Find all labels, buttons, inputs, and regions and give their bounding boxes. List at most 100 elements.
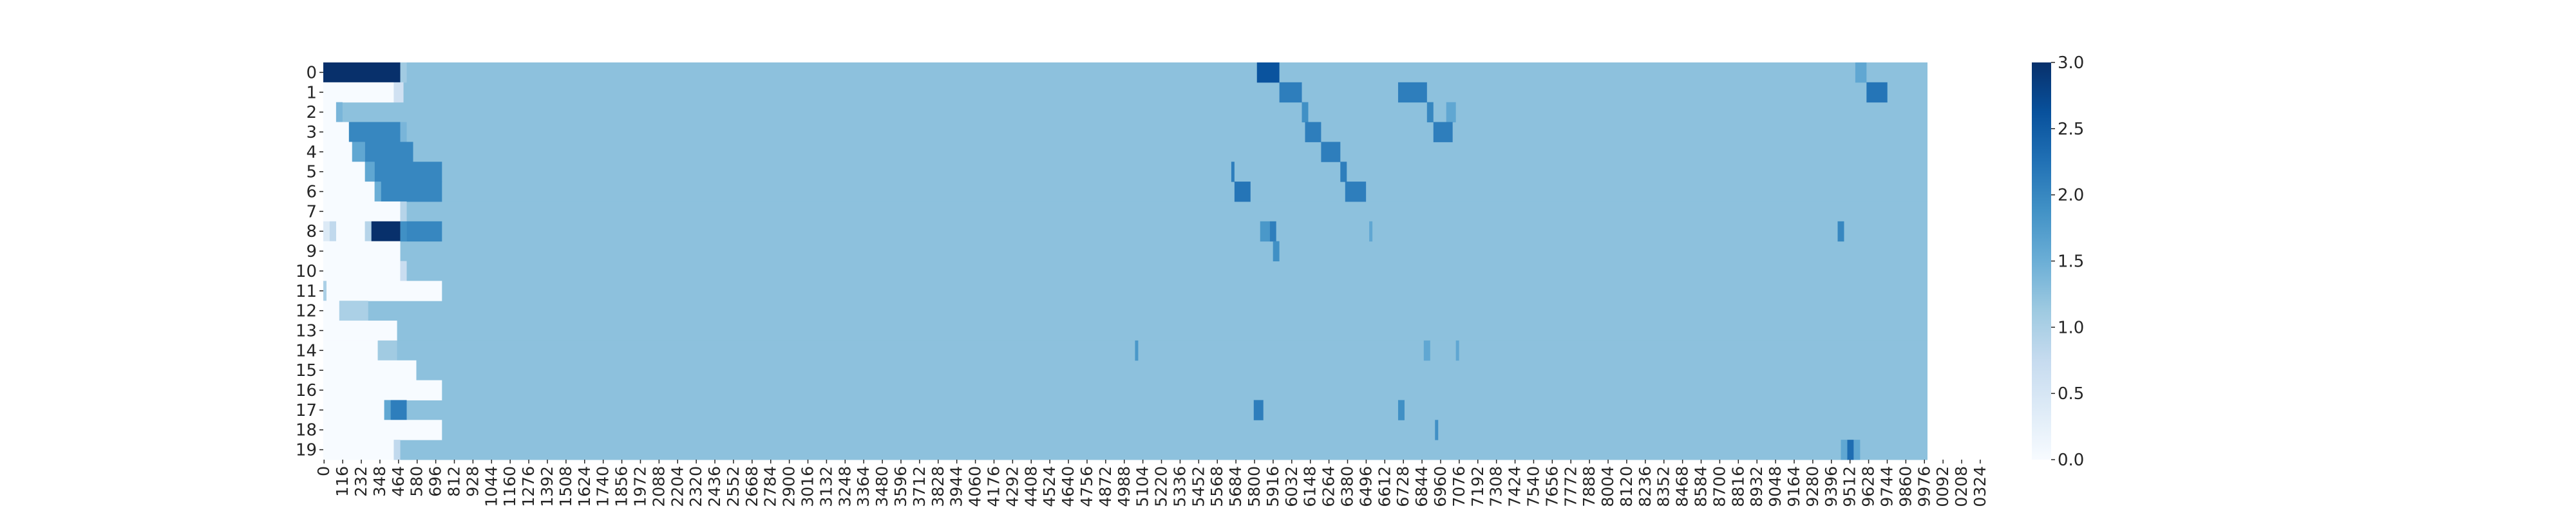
heatmap-row-1 (323, 82, 1927, 103)
x-tick-label: 7424 (1506, 466, 1524, 507)
x-tick-label: 1044 (482, 466, 500, 507)
y-tick-label: 16 (296, 381, 317, 400)
heatmap-grid (323, 62, 1927, 460)
heatmap-cell (1279, 82, 1302, 103)
heatmap-cell (1340, 162, 1347, 182)
y-tick-label: 19 (296, 441, 317, 460)
x-tick-label: 6960 (1431, 466, 1450, 507)
x-tick-label: 1160 (500, 466, 519, 507)
heatmap-cell (323, 440, 394, 460)
heatmap-cell (323, 142, 352, 162)
heatmap-cell (377, 340, 397, 361)
x-tick-label: 4872 (1096, 466, 1115, 507)
x-tick-label: 5800 (1245, 466, 1264, 507)
x-tick-label: 8236 (1636, 466, 1654, 507)
y-tick-label: 1 (306, 83, 317, 102)
y-tick-label: 15 (296, 361, 317, 380)
heatmap-cell (390, 400, 407, 420)
heatmap-cell (323, 400, 384, 420)
x-tick-label: 0208 (1952, 466, 1971, 507)
heatmap-cell (1231, 162, 1235, 182)
y-tick-label: 14 (296, 341, 317, 360)
heatmap-cell (400, 261, 407, 281)
heatmap-cell (329, 221, 336, 242)
heatmap-row-17 (323, 400, 1927, 420)
heatmap-cell (1446, 102, 1456, 123)
x-tick-label: 4756 (1077, 466, 1096, 507)
heatmap-cell (400, 62, 407, 83)
x-tick-label: 8468 (1673, 466, 1692, 507)
x-tick-label: 8584 (1692, 466, 1710, 507)
colorbar-tick-label: 2.5 (2058, 120, 2084, 139)
x-tick-label: 4988 (1115, 466, 1133, 507)
heatmap-cell (1433, 122, 1453, 142)
y-tick-label: 4 (306, 143, 317, 162)
heatmap-cell (1302, 102, 1309, 123)
heatmap-cell (384, 400, 391, 420)
heatmap-cell (400, 122, 407, 142)
x-tick-label: 3712 (910, 466, 929, 507)
heatmap-cell (1345, 182, 1367, 202)
heatmap-cell (323, 62, 401, 83)
x-tick-label: 9164 (1785, 466, 1803, 507)
heatmap-cell (323, 261, 401, 281)
x-tick-label: 3364 (854, 466, 873, 507)
y-tick-label: 6 (306, 183, 317, 202)
x-tick-label: 7540 (1524, 466, 1542, 507)
x-tick-label: 2552 (724, 466, 743, 507)
colorbar-tick-label: 1.0 (2058, 318, 2084, 337)
x-tick-label: 7772 (1561, 466, 1580, 507)
heatmap-cell (374, 162, 442, 182)
heatmap-cell (1260, 221, 1270, 242)
heatmap-row-10 (323, 261, 1927, 281)
x-tick-label: 3596 (891, 466, 910, 507)
x-tick-label: 348 (370, 466, 389, 497)
x-tick-label: 2784 (761, 466, 780, 507)
heatmap-cell (1866, 82, 1888, 103)
heatmap-cell (393, 440, 401, 460)
colorbar-tick-label: 0.0 (2058, 451, 2084, 470)
heatmap-cell (1397, 82, 1427, 103)
y-tick-label: 0 (306, 63, 317, 82)
heatmap-row-19 (323, 440, 1927, 460)
y-tick-label: 5 (306, 163, 317, 182)
x-tick-label: 5104 (1133, 466, 1152, 507)
x-tick-label: 580 (408, 466, 426, 497)
heatmap-cell (406, 221, 442, 242)
heatmap-cell (1435, 420, 1439, 440)
x-tick-label: 6380 (1338, 466, 1357, 507)
heatmap-cell (323, 182, 375, 202)
x-tick-label: 5568 (1208, 466, 1226, 507)
x-tick-label: 9512 (1841, 466, 1859, 507)
heatmap-cell (374, 182, 381, 202)
heatmap-cell (323, 360, 417, 381)
x-tick-label: 2088 (649, 466, 668, 507)
y-tick-label: 7 (306, 202, 317, 221)
x-tick-label: 812 (445, 466, 464, 497)
heatmap-cell (323, 82, 394, 103)
heatmap-cell (1305, 122, 1321, 142)
x-tick-label: 6264 (1320, 466, 1338, 507)
heatmap-cell (1135, 340, 1139, 361)
colorbar (2032, 62, 2051, 460)
x-tick-label: 8932 (1747, 466, 1766, 507)
x-tick-label: 3132 (817, 466, 835, 507)
heatmap-row-6 (323, 182, 1927, 202)
x-tick-label: 3828 (929, 466, 947, 507)
x-tick-label: 5916 (1264, 466, 1282, 507)
x-tick-label: 3248 (835, 466, 854, 507)
heatmap-cell (323, 201, 401, 222)
x-tick-label: 4176 (984, 466, 1003, 507)
x-tick-label: 4640 (1059, 466, 1077, 507)
heatmap-cell (1847, 440, 1854, 460)
x-tick-label: 9976 (1915, 466, 1933, 507)
colorbar-tick-label: 1.5 (2058, 252, 2084, 272)
x-tick-label: 2900 (780, 466, 799, 507)
heatmap-cell (323, 221, 330, 242)
x-tick-label: 0324 (1971, 466, 1989, 507)
x-tick-label: 464 (389, 466, 408, 497)
heatmap-cell (1455, 340, 1459, 361)
heatmap-cell (1837, 221, 1844, 242)
heatmap-row-11 (323, 281, 1927, 301)
x-tick-label: 0 (314, 466, 333, 476)
